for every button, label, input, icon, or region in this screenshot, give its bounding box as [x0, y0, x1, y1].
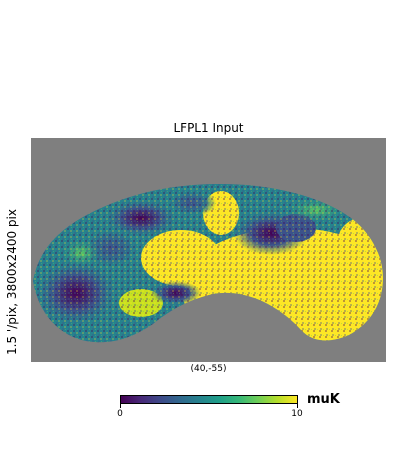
colorbar-max-label: 10	[291, 409, 303, 419]
colorbar-tick-max	[297, 404, 298, 408]
sky-map-image	[33, 184, 383, 343]
projection-center-label: (40,-55)	[190, 364, 227, 374]
colorbar	[120, 395, 298, 404]
colorbar-tick-min	[120, 404, 121, 408]
map-title: LFPL1 Input	[173, 121, 244, 135]
colorbar-unit-label: muK	[307, 392, 340, 407]
colorbar-min-label: 0	[117, 409, 123, 419]
sky-map	[31, 138, 386, 362]
y-axis-label: 1.5 '/pix, 3800x2400 pix	[5, 209, 19, 355]
